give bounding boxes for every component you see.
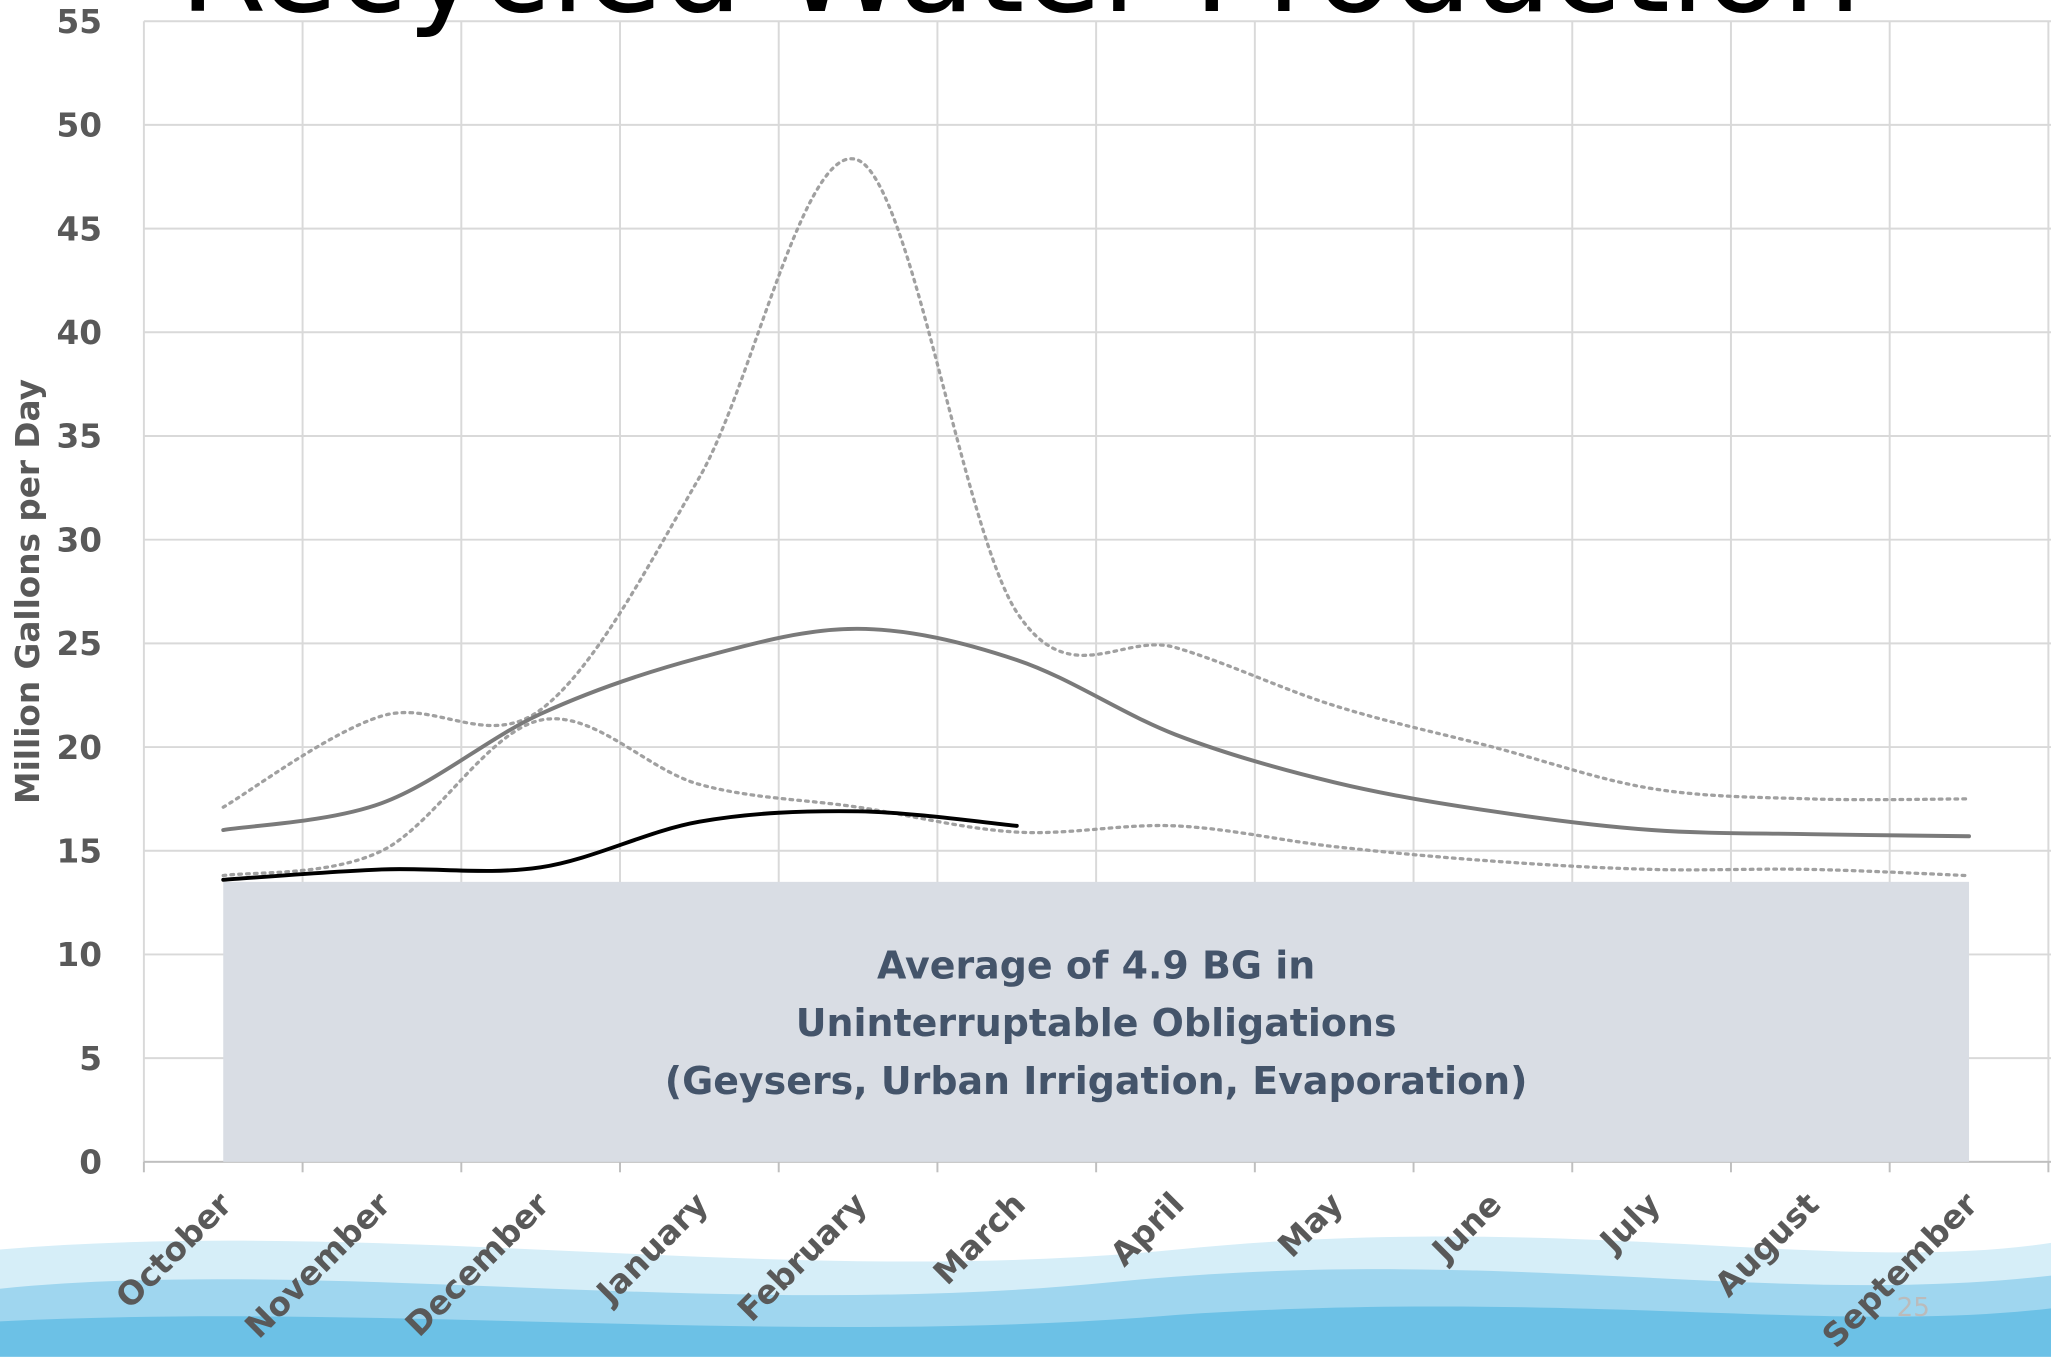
band-label: Uninterruptable Obligations [796, 1001, 1397, 1045]
y-tick-label: 20 [57, 729, 103, 767]
chart-title: Recycled Water Production [179, 0, 1861, 41]
y-tick-label: 10 [57, 936, 103, 974]
y-axis-label: Million Gallons per Day [9, 379, 47, 804]
plot-area: 0 5 10 15 20 25 30 35 40 45 50 55 Average of 4.9 BG … [57, 3, 2051, 1355]
chart: 0 5 10 15 20 25 30 35 40 45 50 55 Average of 4.9 BG … [0, 0, 2051, 1357]
band-label: (Geysers, Urban Irrigation, Evaporation) [665, 1059, 1528, 1103]
y-tick-label: 5 [79, 1040, 102, 1078]
y-tick-label: 55 [57, 3, 103, 41]
y-tick-label: 0 [79, 1144, 102, 1182]
band-label: Average of 4.9 BG in [877, 944, 1315, 988]
y-tick-label: 15 [57, 833, 103, 871]
y-tick-label: 45 [57, 210, 103, 248]
y-tick-label: 30 [57, 521, 103, 559]
y-tick-label: 40 [57, 314, 103, 352]
y-tick-label: 35 [57, 418, 103, 456]
y-tick-label: 50 [57, 107, 103, 145]
page: {"chart_data": {"type": "line", "title":… [0, 0, 2051, 1357]
page-number: 25 [1897, 1293, 1930, 1323]
y-tick-label: 25 [57, 625, 103, 663]
